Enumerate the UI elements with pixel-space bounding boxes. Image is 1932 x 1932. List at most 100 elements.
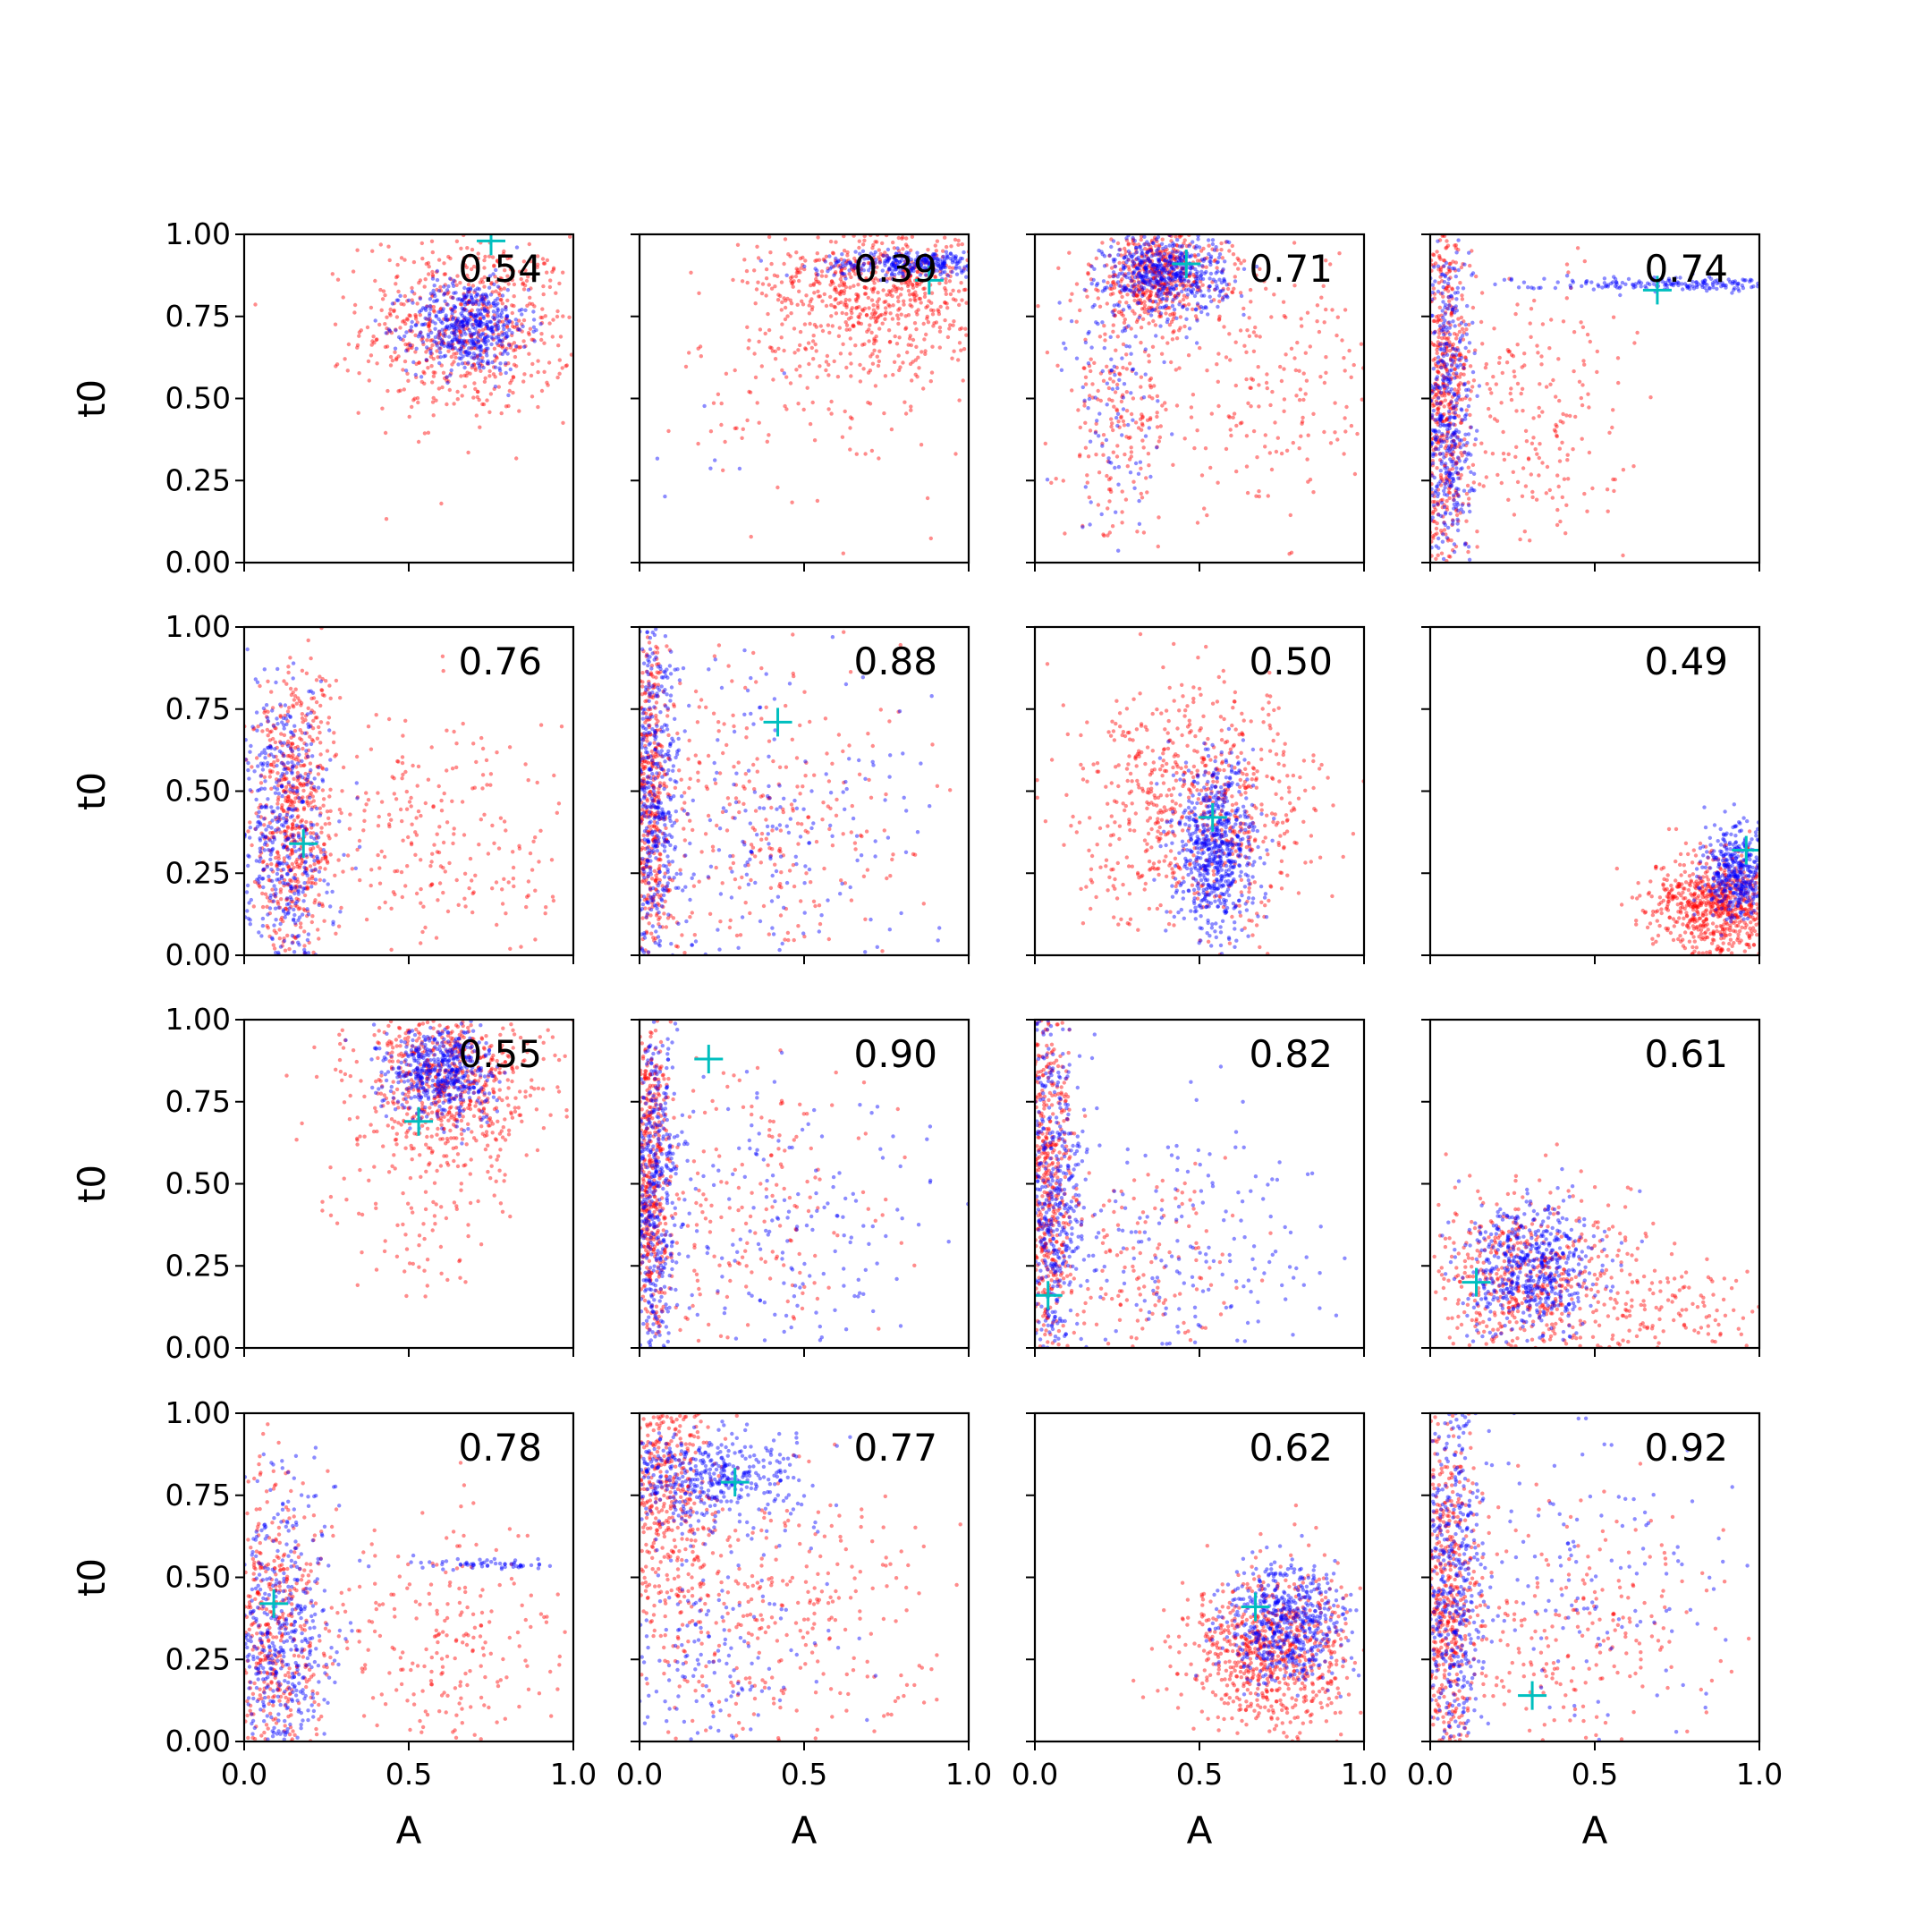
- blue-point: [1463, 322, 1469, 327]
- blue-point: [486, 300, 491, 304]
- blue-point: [459, 311, 463, 316]
- red-point: [921, 386, 926, 391]
- red-point: [318, 806, 322, 810]
- red-point: [291, 822, 295, 826]
- blue-point: [420, 340, 426, 344]
- red-point: [894, 342, 900, 346]
- red-point: [471, 356, 476, 360]
- red-point: [891, 303, 895, 308]
- blue-point: [896, 266, 901, 270]
- blue-point: [1178, 255, 1183, 260]
- blue-point: [454, 329, 459, 334]
- red-point: [1109, 489, 1114, 494]
- red-point: [357, 330, 362, 335]
- red-point: [1140, 254, 1144, 258]
- red-point: [1110, 421, 1114, 426]
- blue-point: [829, 265, 835, 269]
- blue-point: [1440, 272, 1445, 276]
- blue-point: [1171, 272, 1175, 276]
- red-point: [1182, 293, 1187, 298]
- blue-point: [453, 337, 458, 342]
- red-point: [416, 400, 420, 405]
- red-point: [1169, 271, 1174, 275]
- red-point: [1461, 337, 1466, 342]
- red-point: [463, 339, 468, 344]
- red-point: [547, 360, 552, 365]
- blue-point: [1450, 362, 1454, 367]
- red-point: [551, 318, 555, 322]
- blue-point: [1111, 274, 1116, 279]
- red-point: [1244, 464, 1250, 469]
- blue-point: [1143, 275, 1148, 279]
- red-point: [393, 350, 397, 354]
- blue-point: [1193, 276, 1199, 281]
- red-point: [1130, 270, 1135, 275]
- blue-point: [505, 288, 510, 292]
- red-point: [1192, 253, 1197, 258]
- red-point: [301, 763, 306, 768]
- red-point: [1433, 261, 1438, 266]
- blue-point: [1197, 245, 1202, 250]
- blue-point: [476, 319, 480, 325]
- red-point: [451, 295, 455, 301]
- blue-point: [1703, 278, 1707, 283]
- red-point: [515, 344, 520, 349]
- blue-point: [1128, 252, 1132, 258]
- blue-point: [1195, 290, 1199, 295]
- blue-point: [1192, 293, 1198, 299]
- blue-point: [1434, 544, 1438, 548]
- red-point: [1155, 414, 1159, 419]
- red-point: [1305, 457, 1309, 462]
- blue-point: [428, 297, 433, 301]
- red-point: [1154, 293, 1158, 298]
- red-point: [869, 354, 873, 359]
- red-point: [948, 292, 953, 297]
- red-point: [1455, 389, 1460, 394]
- red-point: [499, 411, 504, 416]
- red-point: [1165, 260, 1170, 265]
- blue-point: [484, 351, 488, 355]
- blue-point: [1165, 282, 1171, 287]
- blue-point: [1170, 250, 1175, 254]
- red-point: [1449, 452, 1454, 457]
- red-point: [798, 343, 802, 348]
- blue-point: [458, 320, 463, 325]
- blue-point: [1445, 536, 1450, 540]
- blue-point: [396, 335, 402, 340]
- blue-point: [477, 287, 482, 292]
- red-point: [413, 317, 419, 321]
- red-point: [1509, 386, 1513, 391]
- red-point: [1153, 308, 1157, 313]
- red-point: [1144, 251, 1148, 257]
- red-point: [1436, 390, 1441, 395]
- red-point: [843, 297, 848, 302]
- red-point: [457, 335, 462, 340]
- blue-point: [758, 258, 763, 263]
- red-point: [1450, 467, 1455, 471]
- blue-point: [891, 262, 896, 267]
- red-point: [790, 281, 794, 286]
- red-point: [724, 371, 729, 376]
- blue-point: [454, 334, 459, 338]
- blue-point: [489, 326, 494, 330]
- blue-point: [1708, 276, 1714, 281]
- red-point: [417, 360, 421, 365]
- blue-point: [1159, 276, 1164, 282]
- red-point: [1455, 492, 1461, 497]
- red-point: [1458, 476, 1462, 480]
- red-point: [309, 781, 314, 786]
- red-point: [1155, 411, 1159, 415]
- blue-point: [1114, 415, 1119, 420]
- red-point: [1438, 292, 1444, 296]
- red-point: [1453, 392, 1459, 397]
- red-point: [1180, 266, 1184, 270]
- blue-point: [1148, 474, 1153, 479]
- blue-point: [1144, 263, 1149, 268]
- red-point: [1457, 441, 1462, 446]
- red-point: [1450, 406, 1455, 411]
- blue-point: [1169, 265, 1174, 270]
- red-point: [1156, 301, 1160, 307]
- blue-point: [1440, 422, 1445, 427]
- red-point: [301, 807, 307, 812]
- red-point: [862, 342, 867, 346]
